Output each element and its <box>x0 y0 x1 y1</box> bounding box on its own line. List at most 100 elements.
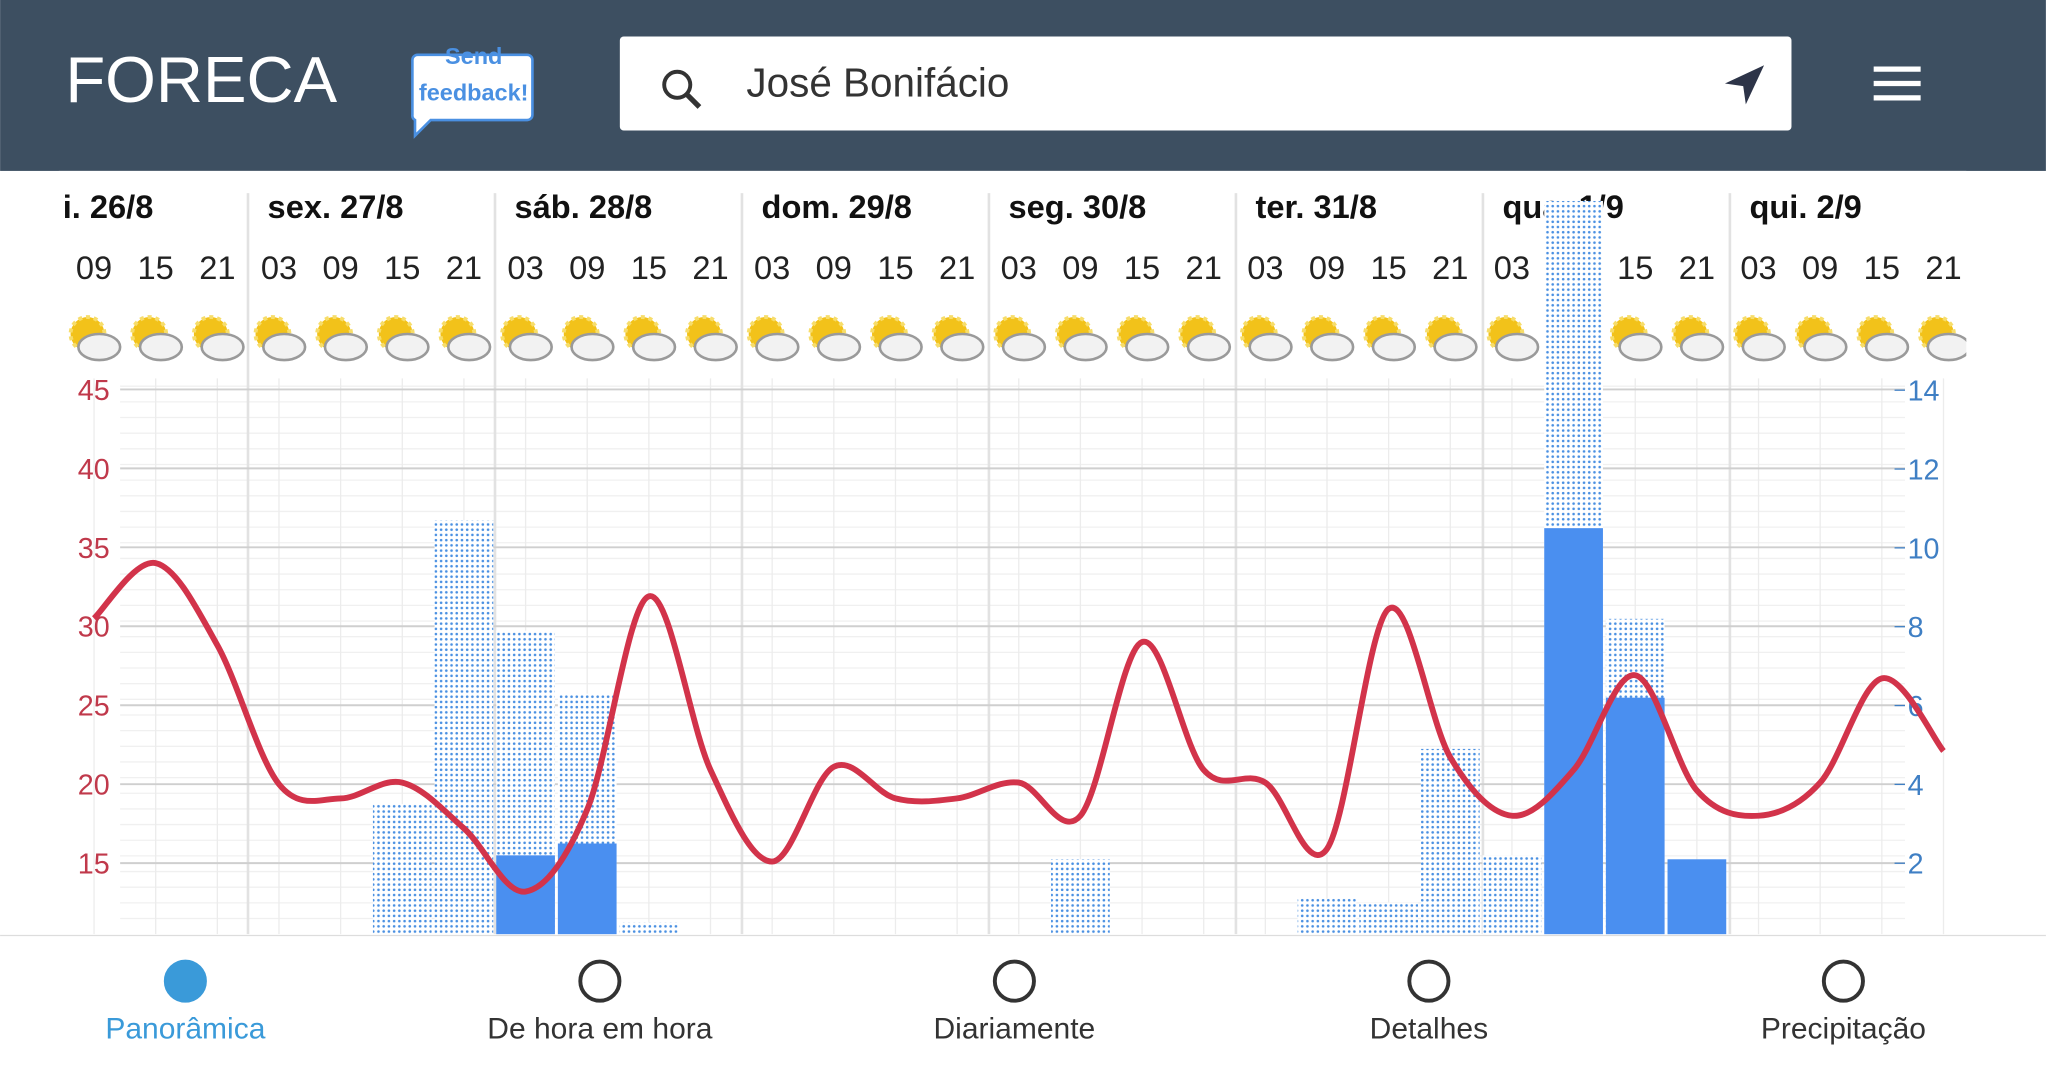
hour-label: 21 <box>939 249 975 286</box>
nav-icon <box>992 959 1036 1003</box>
nav-label: Precipitação <box>1761 1013 1926 1046</box>
precip-bar <box>496 855 555 935</box>
hour-label: 21 <box>1186 249 1222 286</box>
weather-icon-cloud <box>77 332 122 362</box>
y2-tick-label: 10 <box>1908 533 1940 565</box>
hour-label: 15 <box>1617 249 1653 286</box>
weather-icon-cloud <box>816 332 862 362</box>
hour-label: 09 <box>1802 249 1838 286</box>
hour-label: 09 <box>569 249 605 286</box>
weather-icon-cloud <box>1310 332 1355 362</box>
hour-label: 15 <box>1371 249 1407 286</box>
y-tick-label: 45 <box>78 375 110 407</box>
weather-icon-cloud <box>323 332 369 362</box>
day-label: sáb. 28/8 <box>515 188 653 225</box>
weather-icon-cloud <box>1248 332 1293 362</box>
hour-label: 09 <box>322 249 358 286</box>
hour-label: 09 <box>816 249 852 286</box>
precip-bar <box>1667 859 1727 935</box>
hour-label: 15 <box>631 249 667 286</box>
day-label: seg. 30/8 <box>1009 188 1147 225</box>
search-box[interactable]: José Bonifácio <box>619 36 1792 131</box>
weather-icon-cloud <box>1864 332 1910 362</box>
nav-item[interactable]: Panorâmica <box>105 959 266 1046</box>
precip-bar <box>1297 898 1357 935</box>
weather-icon-cloud <box>508 332 553 362</box>
hour-label: 21 <box>199 249 235 286</box>
weather-icon-cloud <box>1803 332 1848 362</box>
hour-label: 21 <box>446 249 482 286</box>
chart: i. 26/8 sex. 27/8 sáb. 28/8 dom. 29/8 seg. 3… <box>63 188 1967 935</box>
hour-label: 15 <box>1864 249 1900 286</box>
hour-label: 09 <box>1062 249 1098 286</box>
day-label: i. 26/8 <box>63 188 154 225</box>
precip-bar <box>1482 855 1542 935</box>
precip-bar <box>1420 748 1480 935</box>
brand: FORECA <box>65 43 337 116</box>
feedback-text: feedback! <box>419 79 529 105</box>
y-tick-label: 35 <box>78 533 110 565</box>
hour-label: 03 <box>1740 249 1776 286</box>
nav-item[interactable]: Precipitação <box>1761 959 1926 1046</box>
hour-label: 21 <box>1432 249 1468 286</box>
feedback-text: Send <box>445 43 502 69</box>
weather-icon-cloud <box>200 332 245 362</box>
hour-label: 03 <box>507 249 543 286</box>
temperature-line <box>91 560 1946 895</box>
weather-icon-cloud <box>446 332 492 362</box>
hour-label: 09 <box>1309 249 1345 286</box>
day-label: qui. 2/9 <box>1749 188 1861 225</box>
hour-label: 15 <box>1124 249 1160 286</box>
weather-icon-cloud <box>1125 332 1170 362</box>
bottom-nav: Panorâmica De hora em hora Diariamente Deta… <box>0 934 2046 1079</box>
weather-icon-cloud <box>1433 332 1478 362</box>
nav-label: De hora em hora <box>487 1013 712 1046</box>
precip-bar <box>1051 859 1110 935</box>
nav-item[interactable]: Diariamente <box>934 959 1096 1046</box>
day-label: sex. 27/8 <box>268 188 404 225</box>
day-label: dom. 29/8 <box>762 188 912 225</box>
nav-label: Panorâmica <box>105 1013 265 1046</box>
hour-label: 21 <box>692 249 728 286</box>
day-label: ter. 31/8 <box>1256 188 1377 225</box>
weather-icon-cloud <box>1926 332 1967 362</box>
nav-item[interactable]: Detalhes <box>1370 959 1488 1046</box>
weather-icon-cloud <box>1186 332 1232 362</box>
menu-button[interactable] <box>1873 66 1921 101</box>
hour-label: 03 <box>754 249 790 286</box>
y2-tick-label: 8 <box>1908 612 1924 644</box>
y2-tick-label: 4 <box>1908 770 1924 802</box>
hour-label: 21 <box>1679 249 1715 286</box>
weather-icon-cloud <box>1494 332 1540 362</box>
precip-bar <box>372 804 432 935</box>
feedback-button[interactable]: Send feedback! <box>411 43 534 139</box>
weather-icon-cloud <box>385 332 430 362</box>
hour-label: 15 <box>138 249 174 286</box>
weather-icon-cloud <box>138 332 184 362</box>
nav-icon <box>578 959 622 1003</box>
y2-tick-label: 14 <box>1908 376 1940 408</box>
y-tick-label: 25 <box>78 691 110 723</box>
weather-icon-cloud <box>1679 332 1725 362</box>
weather-icon-cloud <box>1001 332 1047 362</box>
hour-label: 03 <box>1001 249 1037 286</box>
nav-label: Detalhes <box>1370 1013 1488 1046</box>
nav-icon <box>1821 959 1865 1003</box>
precip-bar <box>557 843 617 935</box>
weather-icon-cloud <box>1741 332 1786 362</box>
y-tick-label: 20 <box>78 770 110 802</box>
weather-icon-cloud <box>570 332 615 362</box>
weather-icon-cloud <box>878 332 923 362</box>
weather-icon-cloud <box>631 332 677 362</box>
weather-icon-cloud <box>1063 332 1108 362</box>
hour-label: 15 <box>877 249 913 286</box>
nav-item[interactable]: De hora em hora <box>487 959 713 1046</box>
nav-icon <box>1407 959 1451 1003</box>
hour-label: 09 <box>76 249 112 286</box>
hour-label: 21 <box>1925 249 1961 286</box>
weather-icon-cloud <box>693 332 738 362</box>
y-tick-label: 40 <box>78 454 110 486</box>
y2-tick-label: 12 <box>1908 454 1940 486</box>
hour-label: 15 <box>384 249 420 286</box>
